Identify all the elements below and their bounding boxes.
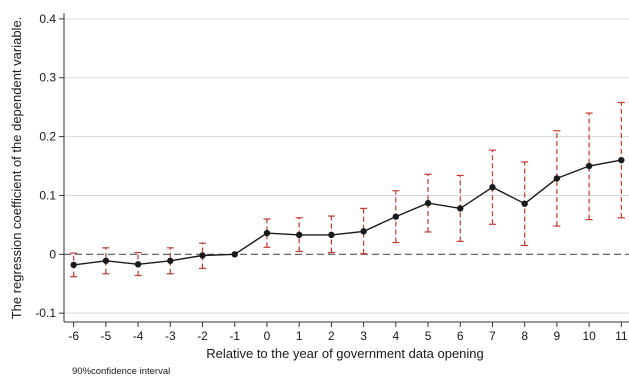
coefficient-point: [263, 229, 271, 237]
confidence-interval-note: 90%confidence interval: [72, 366, 170, 376]
x-tick-label: 8: [521, 329, 528, 343]
x-tick-label: -5: [101, 329, 112, 343]
x-tick-label: -2: [197, 329, 208, 343]
x-tick-label: -1: [229, 329, 240, 343]
coefficient-point: [489, 184, 496, 191]
x-axis-title: Relative to the year of government data …: [206, 346, 484, 361]
x-tick-label: 11: [615, 329, 628, 343]
coefficient-line: [73, 159, 622, 266]
coefficient-point: [70, 261, 77, 269]
coefficient-point: [521, 200, 528, 207]
y-tick-label: 0.1: [39, 188, 56, 202]
x-tick-label: 2: [328, 329, 335, 343]
x-tick-label: -6: [68, 329, 79, 343]
x-tick-label: -3: [165, 329, 176, 343]
y-tick-label: 0.2: [39, 130, 56, 144]
coefficient-point: [295, 231, 303, 239]
y-axis-title: The regression coefficient of the depend…: [9, 17, 24, 320]
y-tick-label: -0.1: [35, 306, 56, 320]
x-tick-label: -4: [133, 329, 144, 343]
x-tick-label: 1: [296, 329, 303, 343]
x-tick-label: 3: [360, 329, 367, 343]
x-tick-label: 10: [582, 329, 596, 343]
coefficient-point: [424, 199, 432, 207]
x-tick-label: 4: [392, 329, 399, 343]
coefficient-series: [70, 156, 625, 269]
coefficient-point: [102, 257, 110, 264]
x-tick-label: 6: [457, 329, 464, 343]
coefficient-point: [167, 257, 174, 264]
gridlines: [64, 18, 629, 314]
coefficient-point: [199, 252, 206, 259]
y-tick-label: 0.4: [39, 12, 56, 26]
x-tick-label: 0: [264, 329, 271, 343]
coefficient-point: [134, 261, 142, 268]
tick-labels: -0.1 0 0.1 0.2 0.3 0.4 -6 -5 -4 -3 -2 -1 0 1 2 3 4 5 6 7 8 9 1…: [35, 12, 628, 343]
coefficient-point: [618, 156, 625, 164]
y-tick-label: 0.3: [39, 71, 56, 85]
coefficient-point: [392, 213, 400, 220]
coefficient-point: [328, 231, 335, 239]
coefficient-point: [553, 175, 561, 182]
x-tick-label: 5: [425, 329, 432, 343]
coefficient-point: [360, 228, 367, 235]
coefficient-point: [585, 162, 593, 170]
x-tick-label: 9: [554, 329, 561, 343]
x-tick-label: 7: [489, 329, 496, 343]
axes: [59, 13, 629, 327]
coefficient-point: [457, 205, 464, 212]
y-tick-label: 0: [49, 247, 56, 261]
coefficient-point: [231, 251, 238, 258]
